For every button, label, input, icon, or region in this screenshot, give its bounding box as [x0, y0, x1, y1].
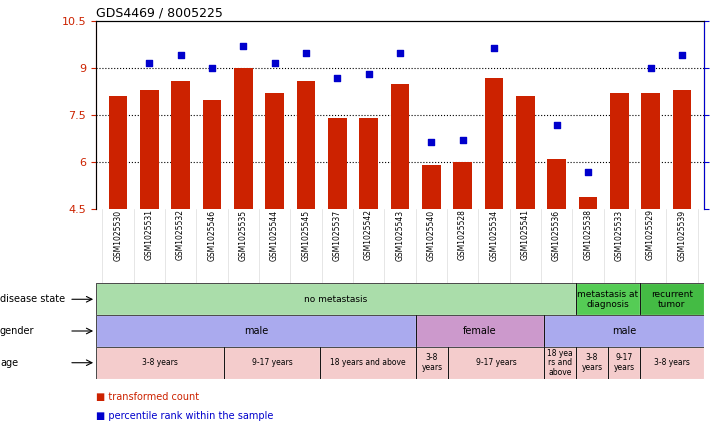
Text: male: male [611, 326, 636, 336]
Bar [641, 93, 660, 209]
Text: metastasis at
diagnosis: metastasis at diagnosis [577, 290, 638, 309]
Point [488, 44, 500, 51]
Bar [422, 165, 441, 209]
Text: gender: gender [0, 326, 35, 336]
Text: GSM1025534: GSM1025534 [489, 209, 498, 261]
Text: GSM1025537: GSM1025537 [333, 209, 342, 261]
Bar [547, 159, 566, 209]
Point [363, 71, 374, 77]
Bar [448, 347, 544, 379]
Bar [484, 78, 503, 209]
Text: age: age [0, 358, 18, 368]
Bar [359, 118, 378, 209]
Text: 3-8 years: 3-8 years [142, 358, 178, 367]
Text: ■ percentile rank within the sample: ■ percentile rank within the sample [96, 411, 273, 421]
Bar [296, 81, 316, 209]
Bar [416, 315, 544, 347]
Text: 9-17 years: 9-17 years [252, 358, 292, 367]
Text: 18 years and above: 18 years and above [330, 358, 406, 367]
Bar [673, 90, 691, 209]
Point [395, 50, 406, 57]
Bar [109, 96, 127, 209]
Text: GSM1025540: GSM1025540 [427, 209, 436, 261]
Text: GSM1025532: GSM1025532 [176, 209, 185, 261]
Bar [608, 347, 640, 379]
Text: recurrent
tumor: recurrent tumor [651, 290, 693, 309]
Text: no metastasis: no metastasis [304, 295, 368, 304]
Text: GSM1025529: GSM1025529 [646, 209, 655, 261]
Text: male: male [244, 326, 268, 336]
Point [551, 121, 562, 128]
Text: GSM1025544: GSM1025544 [270, 209, 279, 261]
Bar [265, 93, 284, 209]
Point [457, 136, 469, 143]
Bar [96, 347, 224, 379]
Text: female: female [463, 326, 497, 336]
Text: GSM1025536: GSM1025536 [552, 209, 561, 261]
Bar [171, 81, 190, 209]
Bar [610, 93, 629, 209]
Bar [203, 99, 221, 209]
Bar [579, 197, 597, 209]
Bar [224, 347, 320, 379]
Bar [390, 84, 410, 209]
Text: GSM1025538: GSM1025538 [584, 209, 592, 261]
Text: 9-17 years: 9-17 years [476, 358, 516, 367]
Text: GSM1025543: GSM1025543 [395, 209, 405, 261]
Bar [140, 90, 159, 209]
Text: 3-8 years: 3-8 years [654, 358, 690, 367]
Text: GSM1025545: GSM1025545 [301, 209, 311, 261]
Point [206, 65, 218, 71]
Point [269, 59, 280, 66]
Text: GSM1025539: GSM1025539 [678, 209, 686, 261]
Text: 3-8
years: 3-8 years [582, 353, 602, 372]
Text: GSM1025535: GSM1025535 [239, 209, 247, 261]
Bar [544, 315, 704, 347]
Text: 9-17
years: 9-17 years [614, 353, 634, 372]
Bar [96, 315, 416, 347]
Bar [640, 283, 704, 315]
Bar [544, 347, 576, 379]
Point [331, 74, 343, 81]
Text: GDS4469 / 8005225: GDS4469 / 8005225 [96, 7, 223, 20]
Point [237, 42, 249, 49]
Bar [234, 68, 252, 209]
Bar [96, 283, 576, 315]
Point [175, 52, 186, 58]
Text: ■ transformed count: ■ transformed count [96, 392, 199, 402]
Bar [516, 96, 535, 209]
Text: GSM1025546: GSM1025546 [208, 209, 216, 261]
Point [144, 59, 155, 66]
Text: GSM1025542: GSM1025542 [364, 209, 373, 261]
Text: GSM1025530: GSM1025530 [114, 209, 122, 261]
Text: GSM1025528: GSM1025528 [458, 209, 467, 260]
Bar [320, 347, 416, 379]
Bar [416, 347, 448, 379]
Bar [453, 162, 472, 209]
Point [426, 138, 437, 145]
Text: GSM1025531: GSM1025531 [145, 209, 154, 261]
Text: GSM1025541: GSM1025541 [520, 209, 530, 261]
Text: 18 yea
rs and
above: 18 yea rs and above [547, 349, 573, 377]
Point [676, 52, 688, 58]
Bar [640, 347, 704, 379]
Text: GSM1025533: GSM1025533 [615, 209, 624, 261]
Bar [576, 347, 608, 379]
Bar [328, 118, 347, 209]
Point [300, 50, 311, 57]
Point [582, 168, 594, 175]
Text: disease state: disease state [0, 294, 65, 304]
Point [645, 65, 656, 71]
Bar [576, 283, 640, 315]
Text: 3-8
years: 3-8 years [422, 353, 442, 372]
